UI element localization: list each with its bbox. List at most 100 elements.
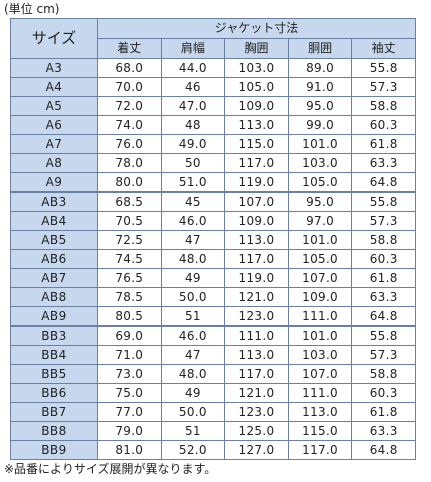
waist-cell: 107.0 [287, 364, 353, 384]
waist-cell: 101.0 [287, 230, 353, 250]
length-cell: 68.5 [97, 191, 162, 212]
sleeve-cell: 60.3 [351, 249, 416, 269]
sleeve-cell: 58.8 [351, 364, 416, 384]
waist-cell: 115.0 [287, 421, 353, 441]
size-cell: A3 [10, 58, 98, 78]
size-cell: BB8 [10, 421, 98, 441]
sleeve-cell: 55.8 [351, 325, 416, 346]
waist-cell: 103.0 [287, 153, 353, 173]
length-cell: 76.0 [97, 134, 162, 154]
chest-cell: 121.0 [224, 287, 289, 307]
length-cell: 80.5 [97, 306, 162, 327]
waist-cell: 105.0 [287, 249, 353, 269]
column-header-shoulder: 肩幅 [160, 38, 226, 59]
sleeve-cell: 63.3 [351, 153, 416, 173]
shoulder-cell: 51 [160, 306, 226, 327]
chest-cell: 123.0 [224, 402, 289, 422]
sleeve-cell: 60.3 [351, 383, 416, 403]
table-row: BB7 77.0 50.0 123.0 113.0 61.8 [10, 402, 416, 422]
length-cell: 69.0 [97, 325, 162, 346]
table-row: BB6 75.0 49 121.0 111.0 60.3 [10, 383, 416, 403]
table-row: A5 72.0 47.0 109.0 95.0 58.8 [10, 96, 416, 116]
table-row: A9 80.0 51.0 119.0 105.0 64.8 [10, 172, 416, 193]
shoulder-cell: 51 [160, 421, 226, 441]
waist-cell: 113.0 [287, 402, 353, 422]
shoulder-cell: 47 [160, 345, 226, 365]
waist-cell: 117.0 [287, 440, 353, 460]
size-cell: A5 [10, 96, 98, 116]
footnote: ※品番によりサイズ展開が異なります。 [4, 462, 217, 476]
chest-cell: 127.0 [224, 440, 289, 460]
size-cell: AB5 [10, 230, 98, 250]
shoulder-cell: 51.0 [160, 172, 226, 193]
table-row: A7 76.0 49.0 115.0 101.0 61.8 [10, 134, 416, 154]
waist-cell: 95.0 [287, 96, 353, 116]
sleeve-cell: 55.8 [351, 58, 416, 78]
chest-cell: 111.0 [224, 325, 289, 346]
chest-cell: 123.0 [224, 306, 289, 327]
table-row: BB9 81.0 52.0 127.0 117.0 64.8 [10, 440, 416, 460]
table-row: AB5 72.5 47 113.0 101.0 58.8 [10, 230, 416, 250]
length-cell: 70.5 [97, 211, 162, 231]
table-row: AB3 68.5 45 107.0 95.0 55.8 [10, 191, 416, 212]
chest-cell: 103.0 [224, 58, 289, 78]
chest-cell: 117.0 [224, 364, 289, 384]
sleeve-cell: 61.8 [351, 268, 416, 288]
waist-cell: 107.0 [287, 268, 353, 288]
table-row: BB5 73.0 48.0 117.0 107.0 58.8 [10, 364, 416, 384]
length-cell: 71.0 [97, 345, 162, 365]
sleeve-cell: 57.3 [351, 211, 416, 231]
chest-cell: 109.0 [224, 211, 289, 231]
size-cell: AB6 [10, 249, 98, 269]
length-cell: 77.0 [97, 402, 162, 422]
waist-cell: 111.0 [287, 306, 353, 327]
table-header: サイズ ジャケット寸法 着丈 肩幅 胸囲 胴囲 袖丈 [10, 18, 416, 59]
chest-cell: 107.0 [224, 191, 289, 212]
size-cell: A4 [10, 77, 98, 97]
size-cell: AB7 [10, 268, 98, 288]
column-header-chest: 胸囲 [224, 38, 289, 59]
table-row: A8 78.0 50 117.0 103.0 63.3 [10, 153, 416, 173]
size-cell: AB3 [10, 191, 98, 212]
length-cell: 70.0 [97, 77, 162, 97]
sleeve-cell: 64.8 [351, 306, 416, 327]
length-cell: 74.5 [97, 249, 162, 269]
table-row: BB8 79.0 51 125.0 115.0 63.3 [10, 421, 416, 441]
table-row: AB9 80.5 51 123.0 111.0 64.8 [10, 306, 416, 327]
sleeve-cell: 57.3 [351, 77, 416, 97]
column-header-sleeve: 袖丈 [351, 38, 416, 59]
chest-cell: 109.0 [224, 96, 289, 116]
shoulder-cell: 45 [160, 191, 226, 212]
length-cell: 68.0 [97, 58, 162, 78]
shoulder-cell: 50.0 [160, 402, 226, 422]
chest-cell: 125.0 [224, 421, 289, 441]
shoulder-cell: 47.0 [160, 96, 226, 116]
chest-cell: 105.0 [224, 77, 289, 97]
shoulder-cell: 46.0 [160, 211, 226, 231]
size-cell: BB7 [10, 402, 98, 422]
chest-cell: 119.0 [224, 172, 289, 193]
chest-cell: 121.0 [224, 383, 289, 403]
shoulder-cell: 52.0 [160, 440, 226, 460]
table-row: BB4 71.0 47 113.0 103.0 57.3 [10, 345, 416, 365]
column-header-length: 着丈 [97, 38, 162, 59]
size-cell: BB4 [10, 345, 98, 365]
sleeve-cell: 64.8 [351, 172, 416, 193]
waist-cell: 103.0 [287, 345, 353, 365]
length-cell: 81.0 [97, 440, 162, 460]
chest-cell: 113.0 [224, 115, 289, 135]
shoulder-cell: 48 [160, 115, 226, 135]
waist-cell: 99.0 [287, 115, 353, 135]
sleeve-cell: 57.3 [351, 345, 416, 365]
sleeve-cell: 61.8 [351, 134, 416, 154]
waist-cell: 97.0 [287, 211, 353, 231]
table-body: A3 68.0 44.0 103.0 89.0 55.8 A4 70.0 46 105.0 91.0… [10, 58, 416, 460]
shoulder-cell: 46 [160, 77, 226, 97]
sleeve-cell: 55.8 [351, 191, 416, 212]
length-cell: 72.0 [97, 96, 162, 116]
sleeve-cell: 63.3 [351, 421, 416, 441]
table-row: AB7 76.5 49 119.0 107.0 61.8 [10, 268, 416, 288]
table-row: AB8 78.5 50.0 121.0 109.0 63.3 [10, 287, 416, 307]
table-row: A3 68.0 44.0 103.0 89.0 55.8 [10, 58, 416, 78]
sleeve-cell: 58.8 [351, 230, 416, 250]
